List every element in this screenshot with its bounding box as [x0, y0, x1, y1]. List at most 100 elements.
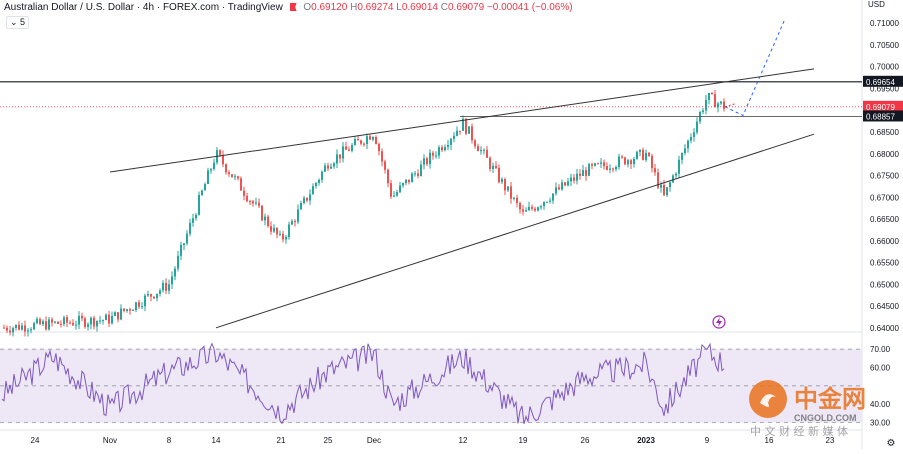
candle-body	[345, 146, 347, 150]
candle-body	[291, 221, 293, 225]
candle-body	[675, 173, 677, 176]
candle-body	[120, 308, 122, 320]
candle-body	[468, 126, 470, 134]
time-tick-label: 26	[581, 436, 590, 445]
candle-body	[198, 195, 200, 215]
rsi-tick-label: 30.00	[870, 419, 891, 428]
time-tick-label: 12	[459, 436, 468, 445]
candle-body	[48, 319, 50, 330]
candle-body	[243, 190, 245, 196]
candle-body	[375, 137, 377, 144]
candle-body	[552, 193, 554, 201]
candle-body	[219, 150, 221, 156]
candle-body	[57, 321, 59, 324]
candle-body	[207, 170, 209, 184]
candle-body	[357, 139, 359, 141]
candle-body	[288, 224, 290, 238]
candle-body	[30, 329, 32, 331]
candle-body	[342, 146, 344, 159]
candle-body	[333, 163, 335, 167]
candle-body	[507, 186, 509, 191]
candle-body	[129, 309, 131, 311]
resistance-price-label-bg	[863, 75, 903, 87]
candle-body	[168, 284, 170, 291]
candle-body	[252, 201, 254, 204]
price-tick-label: 0.66000	[870, 237, 899, 246]
time-tick-label: Nov	[103, 436, 117, 445]
candle-body	[111, 315, 113, 324]
market-closed-flag-icon	[289, 3, 297, 11]
support-price-label-bg	[863, 110, 903, 122]
candle-body	[483, 149, 485, 151]
candle-body	[366, 136, 368, 145]
candle-body	[444, 147, 446, 151]
candle-body	[27, 330, 29, 332]
watermark-domain: CNGOLD.COM	[794, 413, 857, 423]
candle-body	[720, 101, 722, 104]
symbol-title[interactable]: Australian Dollar / U.S. Dollar · 4h · F…	[4, 2, 283, 13]
candle-body	[126, 309, 128, 311]
candle-body	[690, 136, 692, 141]
candle-body	[159, 290, 161, 294]
candle-body	[498, 167, 500, 183]
candle-body	[147, 294, 149, 296]
upper-wedge-line	[109, 68, 815, 173]
candle-body	[3, 327, 5, 329]
candle-body	[714, 94, 716, 108]
candle-body	[561, 182, 563, 190]
candle-body	[600, 162, 602, 164]
candle-body	[204, 183, 206, 191]
candle-body	[630, 160, 632, 165]
price-tick-label: 0.70000	[870, 63, 899, 72]
candle-body	[621, 156, 623, 158]
candle-body	[132, 309, 134, 311]
candle-body	[39, 319, 41, 325]
candle-body	[693, 132, 695, 137]
candle-body	[72, 322, 74, 326]
candle-body	[474, 140, 476, 147]
candle-body	[285, 237, 287, 240]
candle-body	[33, 323, 35, 330]
candle-body	[96, 320, 98, 327]
candle-body	[255, 202, 257, 204]
candle-body	[330, 166, 332, 169]
candle-body	[60, 323, 62, 325]
indicators-toggle[interactable]: ⌄ 5	[6, 16, 30, 29]
candle-body	[180, 245, 182, 256]
rsi-tick-label: 70.00	[870, 345, 891, 354]
candle-body	[276, 227, 278, 235]
currency-label: USD	[868, 0, 885, 9]
candle-body	[642, 149, 644, 160]
cngold-watermark-logo: 中金网 CNGOLD.COM 中 文 财 经 新 媒 体	[749, 380, 866, 438]
candle-body	[648, 152, 650, 156]
candle-body	[597, 163, 599, 165]
candle-body	[327, 165, 329, 169]
open-label: O	[303, 2, 312, 13]
candle-body	[672, 175, 674, 183]
candle-body	[117, 312, 119, 320]
high-label: H	[350, 2, 358, 13]
candle-body	[624, 157, 626, 165]
candle-body	[24, 325, 26, 332]
candle-body	[711, 93, 713, 95]
candle-body	[546, 201, 548, 203]
candle-body	[537, 207, 539, 211]
candle-body	[684, 148, 686, 154]
price-tick-label: 0.64500	[870, 302, 899, 311]
candle-body	[654, 168, 656, 173]
time-tick-label: 16	[765, 436, 774, 445]
candle-body	[177, 255, 179, 269]
candle-body	[258, 202, 260, 206]
candle-body	[249, 201, 251, 203]
candle-body	[165, 282, 167, 291]
candle-body	[21, 325, 23, 330]
candle-body	[519, 203, 521, 210]
time-tick-label: 8	[167, 436, 172, 445]
candle-body	[387, 169, 389, 184]
candle-body	[9, 330, 11, 333]
candle-body	[414, 173, 416, 175]
candle-body	[261, 205, 263, 221]
candle-body	[192, 218, 194, 223]
time-tick-label: 19	[519, 436, 528, 445]
